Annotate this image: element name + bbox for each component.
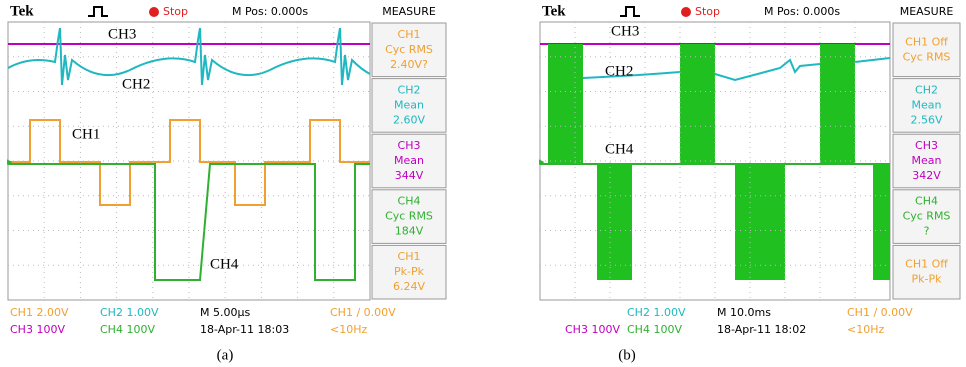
measure-text: ? — [924, 225, 930, 238]
measure-text: 344V — [395, 169, 424, 182]
footer-text: CH4 100V — [100, 323, 155, 336]
measure-text: 2.40V? — [390, 58, 428, 71]
measure-text: Cyc RMS — [385, 210, 433, 223]
measure-text: Cyc RMS — [385, 43, 433, 56]
position: M Pos: 0.000s — [764, 5, 840, 18]
stop-dot — [681, 7, 691, 17]
footer-text: M 5.00µs — [200, 306, 250, 319]
measure-text: CH2 — [915, 83, 938, 96]
measure-text: CH4 — [398, 195, 421, 208]
measure-text: CH1 Off — [905, 258, 948, 271]
trigger-icon — [620, 7, 640, 16]
measure-text: CH1 — [398, 250, 421, 263]
measure-text: 6.24V — [393, 280, 425, 293]
measure-text: CH1 — [398, 28, 421, 41]
trace-label: CH1 — [72, 126, 100, 142]
footer-text: CH3 100V — [565, 323, 620, 336]
brand: Tek — [542, 3, 566, 19]
brand: Tek — [10, 3, 34, 19]
measure-text: 342V — [912, 169, 941, 182]
measure-text: CH1 Off — [905, 35, 948, 48]
measure-text: 184V — [395, 225, 424, 238]
figure: Tek Stop M Pos: 0.000s MEASURE CH3 CH2 CH1 CH4 ▸… — [0, 0, 966, 367]
trigger-icon — [88, 7, 108, 16]
measure-text: Pk-Pk — [912, 273, 943, 286]
measure-text: Cyc RMS — [903, 210, 951, 223]
position: M Pos: 0.000s — [232, 5, 308, 18]
footer-text: <10Hz — [330, 323, 367, 336]
caption: (b) — [618, 347, 636, 363]
trace-label: CH4 — [210, 256, 239, 272]
measure-text: CH4 — [915, 195, 938, 208]
trace-label: CH4 — [605, 141, 634, 157]
measure-text: Mean — [394, 154, 424, 167]
ground-marker: ▸ — [539, 155, 545, 168]
trace-label: CH2 — [122, 76, 150, 92]
caption: (a) — [217, 347, 234, 363]
measure-text: CH3 — [915, 139, 938, 152]
menu: MEASURE — [382, 5, 436, 18]
trace-label: CH2 — [605, 63, 633, 79]
footer-text: CH1 ∕ 0.00V — [330, 306, 396, 319]
measure-text: Mean — [912, 154, 942, 167]
footer-text: CH2 1.00V — [627, 306, 686, 319]
footer-text: <10Hz — [847, 323, 884, 336]
footer-text: 18-Apr-11 18:02 — [717, 323, 806, 336]
footer-text: CH4 100V — [627, 323, 682, 336]
footer-text: CH1 2.00V — [10, 306, 69, 319]
measure-text: Pk-Pk — [394, 265, 425, 278]
ground-marker: ▸ — [7, 155, 13, 168]
measure-text: 2.60V — [393, 113, 425, 126]
measure-text: CH2 — [398, 83, 421, 96]
footer-text: CH3 100V — [10, 323, 65, 336]
measure-text: CH3 — [398, 139, 421, 152]
footer-text: CH2 1.00V — [100, 306, 159, 319]
measure-text: Mean — [912, 98, 942, 111]
stop-dot — [149, 7, 159, 17]
footer-text: M 10.0ms — [717, 306, 771, 319]
trace-label: CH3 — [108, 26, 136, 42]
trace-label: CH3 — [611, 23, 639, 39]
footer-text: 18-Apr-11 18:03 — [200, 323, 289, 336]
measure-text: Mean — [394, 98, 424, 111]
footer-text: CH1 ∕ 0.00V — [847, 306, 913, 319]
status: Stop — [695, 5, 720, 18]
menu: MEASURE — [900, 5, 954, 18]
measure-text: Cyc RMS — [903, 50, 951, 63]
status: Stop — [163, 5, 188, 18]
measure-text: 2.56V — [910, 113, 942, 126]
